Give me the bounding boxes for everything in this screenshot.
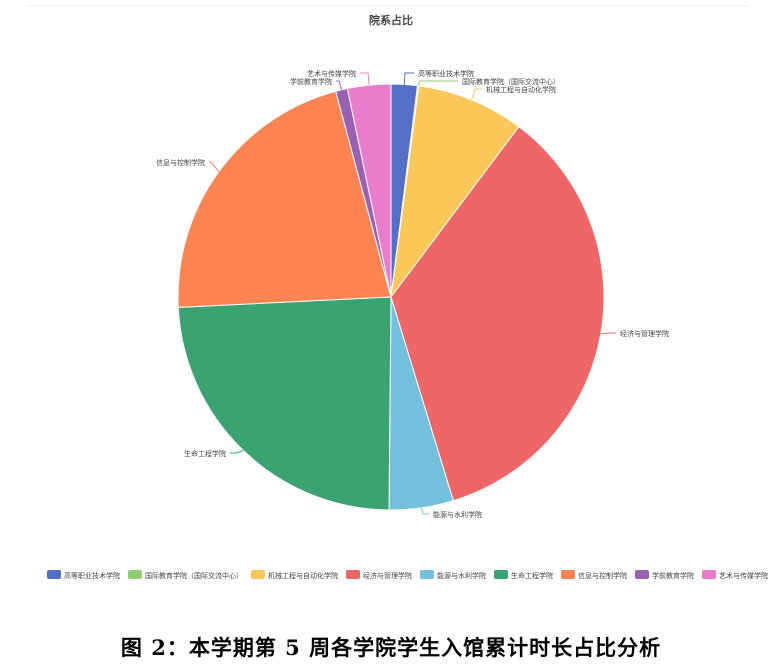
label-leader-line [360,72,370,86]
figure-caption: 图 2：本学期第 5 周各学院学生入馆累计时长占比分析 [120,635,662,660]
label-leader-line [209,161,220,172]
legend-swatch [561,570,575,579]
legend-label: 国际教育学院（国际交流中心） [145,571,243,580]
label-leader-line [230,450,244,454]
legend-label: 学前教育学院 [652,571,694,580]
legend-item[interactable]: 生命工程学院 [494,570,553,580]
legend-label: 机械工程与自动化学院 [268,571,338,580]
legend-label: 能源与水利学院 [437,571,486,580]
legend-label: 艺术与传媒学院 [719,571,768,580]
legend-item[interactable]: 学前教育学院 [635,570,694,580]
legend-swatch [346,570,360,579]
legend-swatch [420,570,434,579]
slice-label: 机械工程与自动化学院 [486,85,556,94]
legend-swatch [702,570,716,579]
label-leader-line [336,80,343,90]
pie-slice[interactable] [177,296,392,511]
label-leader-line [421,507,429,515]
slice-label: 信息与控制学院 [156,158,205,167]
pie-chart: 院系占比 高等职业技术学院国际教育学院（国际交流中心）机械工程与自动化学院经济与… [47,13,768,580]
legend-label: 高等职业技术学院 [64,571,120,580]
slice-label: 学前教育学院 [290,77,332,86]
legend-item[interactable]: 信息与控制学院 [561,570,627,580]
legend-label: 经济与管理学院 [363,571,412,580]
label-leader-line [471,88,482,100]
slice-label: 高等职业技术学院 [418,69,474,78]
legend-item[interactable]: 能源与水利学院 [420,570,486,580]
pie-slice[interactable] [390,85,520,299]
label-leader-line [600,332,616,335]
legend-swatch [128,570,142,579]
slice-label: 国际教育学院（国际交流中心） [462,77,560,86]
legend-swatch [47,570,61,579]
slice-label: 艺术与传媒学院 [307,69,356,78]
label-leader-line [403,72,414,85]
legend-item[interactable]: 经济与管理学院 [346,570,412,580]
legend-swatch [251,570,265,579]
label-leader-line [417,80,458,86]
slice-label: 经济与管理学院 [620,329,669,338]
legend-item[interactable]: 艺术与传媒学院 [702,570,768,580]
pie-slice[interactable] [390,125,605,502]
slice-label: 生命工程学院 [184,449,226,458]
legend-swatch [635,570,649,579]
legend-item[interactable]: 机械工程与自动化学院 [251,570,338,580]
slice-label: 能源与水利学院 [433,510,482,519]
chart-title: 院系占比 [369,13,413,27]
chart-frame-border [28,5,748,6]
legend-item[interactable]: 国际教育学院（国际交流中心） [128,570,243,580]
legend-label: 信息与控制学院 [578,571,627,580]
legend-item[interactable]: 高等职业技术学院 [47,570,120,580]
legend-label: 生命工程学院 [511,571,553,580]
legend-swatch [494,570,508,579]
